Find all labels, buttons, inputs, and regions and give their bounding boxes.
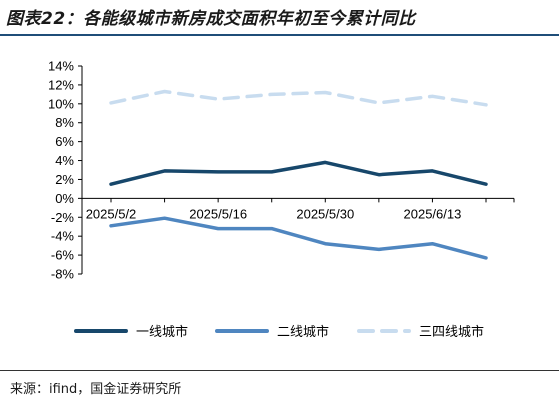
source-note: 来源：ifind，国金证券研究所 — [10, 382, 182, 397]
y-tick-label: -8% — [51, 267, 75, 282]
legend: 一线城市 二线城市 三四线城市 — [74, 324, 484, 340]
y-tick-label: -2% — [51, 210, 75, 225]
y-tick-label: 6% — [55, 134, 74, 149]
legend-label: 二线城市 — [277, 324, 329, 340]
y-axis-ticks: 14% 12% 10% 8% 6% 4% 2% 0% -2% -4% -6% -8% — [48, 59, 82, 282]
y-tick-label: 2% — [55, 172, 74, 187]
y-tick-label: 12% — [48, 77, 74, 92]
legend-label: 三四线城市 — [419, 324, 484, 340]
x-tick-label: 2025/5/30 — [296, 206, 354, 221]
y-tick-label: 8% — [55, 115, 74, 130]
x-tick-label: 2025/5/16 — [189, 206, 247, 221]
y-tick-label: 10% — [48, 96, 74, 111]
series-lines — [109, 89, 488, 260]
x-axis-ticks: 2025/5/2 2025/5/16 2025/5/30 2025/6/13 — [86, 198, 515, 221]
x-tick-label: 2025/5/2 — [86, 206, 137, 221]
chart-title: 图表22：各能级城市新房成交面积年初至今累计同比 — [6, 9, 416, 29]
axes — [81, 66, 514, 274]
y-tick-label: 14% — [48, 59, 74, 74]
series-line-2 — [109, 216, 488, 260]
series-line-3 — [109, 89, 488, 107]
y-tick-label: 4% — [55, 153, 74, 168]
x-tick-label: 2025/6/13 — [404, 206, 462, 221]
title-divider — [0, 34, 559, 36]
y-tick-label: -4% — [51, 229, 75, 244]
source-divider — [0, 370, 559, 371]
y-tick-label: -6% — [51, 248, 75, 263]
series-line-1 — [109, 160, 488, 186]
legend-label: 一线城市 — [136, 324, 188, 340]
y-tick-label: 0% — [55, 191, 74, 206]
